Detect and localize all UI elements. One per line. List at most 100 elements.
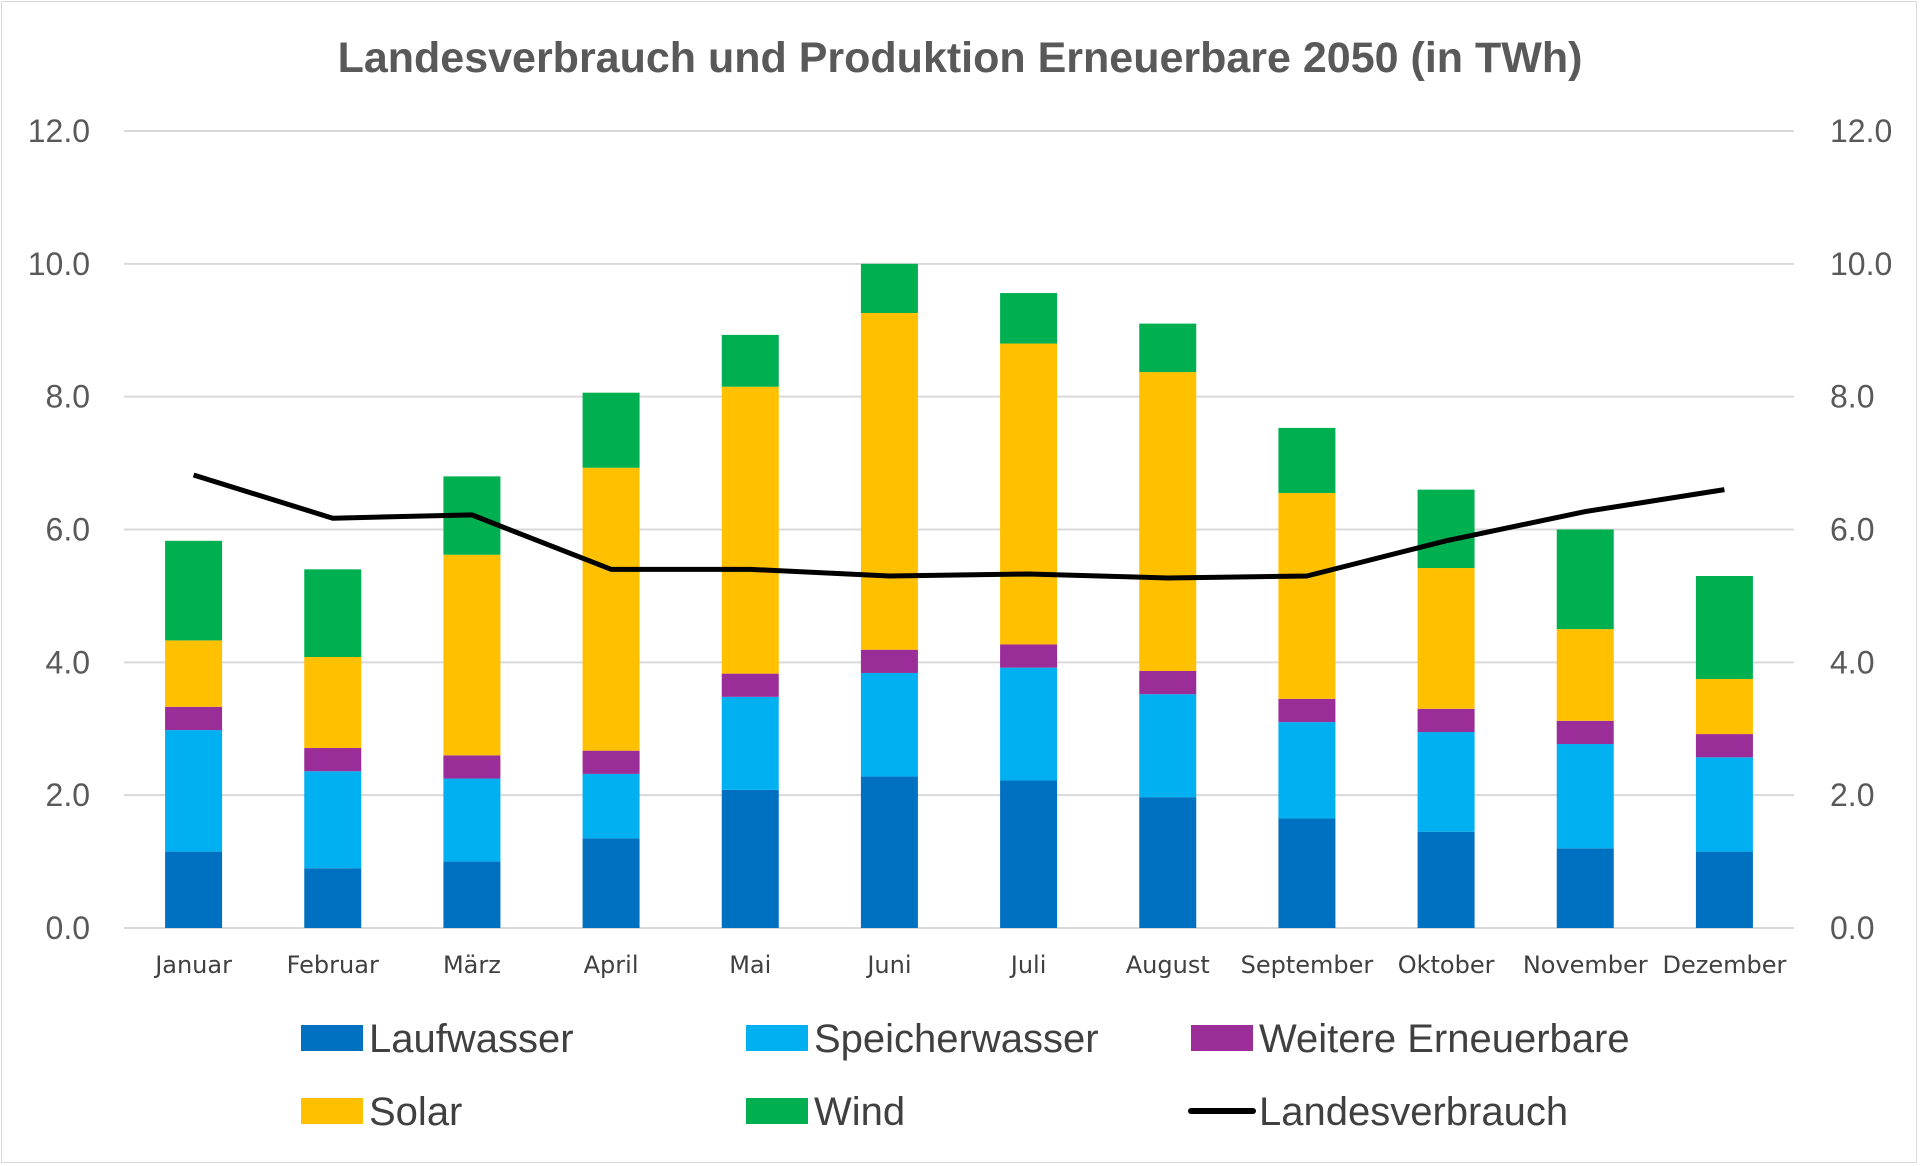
bar-weitere-erneuerbare: [1139, 670, 1197, 695]
x-tick-label: September: [1241, 951, 1374, 979]
bar-solar: [721, 386, 779, 674]
bar-solar: [165, 640, 223, 707]
bar-laufwasser: [860, 776, 918, 928]
bar-speicherwasser: [721, 696, 779, 790]
bar-wind: [304, 569, 362, 658]
y-tick-label-left: 0.0: [46, 910, 90, 946]
legend-swatch-laufwasser: [301, 1025, 363, 1051]
bar-speicherwasser: [304, 771, 362, 869]
x-tick-label: Januar: [153, 951, 232, 979]
y-tick-label-right: 8.0: [1830, 379, 1874, 415]
bar-laufwasser: [1695, 851, 1753, 928]
bar-solar: [1000, 343, 1058, 645]
bar-wind: [1000, 293, 1058, 344]
bar-speicherwasser: [1695, 757, 1753, 852]
legend-label-laufwasser: Laufwasser: [369, 1017, 574, 1061]
y-tick-label-left: 4.0: [46, 644, 90, 680]
bar-laufwasser: [1417, 831, 1475, 928]
legend-swatch-solar: [301, 1098, 363, 1124]
bar-weitere-erneuerbare: [443, 755, 501, 779]
bar-wind: [1556, 529, 1614, 630]
bar-laufwasser: [304, 868, 362, 928]
bar-laufwasser: [165, 851, 223, 928]
bar-weitere-erneuerbare: [1417, 708, 1475, 733]
y-tick-label-right: 2.0: [1830, 777, 1874, 813]
y-tick-label-left: 6.0: [46, 512, 90, 548]
y-tick-label-left: 10.0: [28, 246, 90, 282]
bar-solar: [1139, 372, 1197, 671]
bar-speicherwasser: [1139, 694, 1197, 798]
bar-laufwasser: [1000, 780, 1058, 928]
line-series-group: [192, 472, 1725, 581]
gridlines: [124, 130, 1794, 929]
x-tick-label: August: [1126, 951, 1210, 979]
bar-weitere-erneuerbare: [582, 750, 640, 774]
y-tick-label-left: 8.0: [46, 379, 90, 415]
y-tick-label-right: 4.0: [1830, 644, 1874, 680]
bar-weitere-erneuerbare: [165, 706, 223, 731]
bar-laufwasser: [1556, 848, 1614, 928]
bar-speicherwasser: [443, 778, 501, 862]
y-axis-right: 0.0 2.0 4.0 6.0 8.0 10.0 12.0: [1830, 113, 1892, 946]
bar-solar: [1695, 678, 1753, 735]
bar-speicherwasser: [1000, 667, 1058, 781]
bar-solar: [443, 554, 501, 756]
bar-weitere-erneuerbare: [1556, 720, 1614, 745]
bar-series-group: [165, 263, 1753, 928]
y-tick-label-right: 12.0: [1830, 113, 1892, 149]
bar-solar: [582, 467, 640, 751]
x-tick-label: März: [443, 951, 501, 979]
bar-speicherwasser: [1556, 744, 1614, 849]
bar-speicherwasser: [1417, 732, 1475, 832]
bar-wind: [582, 392, 640, 468]
bar-speicherwasser: [860, 672, 918, 777]
bar-weitere-erneuerbare: [860, 649, 918, 673]
bar-weitere-erneuerbare: [721, 673, 779, 697]
bar-wind: [165, 540, 223, 641]
y-tick-label-right: 6.0: [1830, 512, 1874, 548]
y-tick-label-left: 12.0: [28, 113, 90, 149]
legend-label-weitere-erneuerbare: Weitere Erneuerbare: [1259, 1017, 1630, 1061]
legend-label-solar: Solar: [369, 1090, 462, 1134]
bar-laufwasser: [721, 789, 779, 928]
legend-label-landesverbrauch: Landesverbrauch: [1259, 1090, 1568, 1134]
legend-swatch-weitere-erneuerbare: [1191, 1025, 1253, 1051]
bar-wind: [1695, 575, 1753, 679]
bar-weitere-erneuerbare: [304, 748, 362, 772]
legend-swatch-wind: [746, 1098, 808, 1124]
line-landesverbrauch: [192, 472, 1725, 581]
bar-wind: [1278, 427, 1336, 493]
bar-solar: [1417, 568, 1475, 709]
x-axis: Januar Februar März April Mai Juni Juli August S…: [153, 951, 1786, 979]
x-tick-label: Februar: [287, 951, 379, 979]
bar-wind: [860, 263, 918, 313]
bar-laufwasser: [1139, 797, 1197, 928]
bar-solar: [1278, 492, 1336, 699]
bar-weitere-erneuerbare: [1695, 734, 1753, 758]
bar-wind: [1139, 323, 1197, 373]
bar-solar: [1556, 629, 1614, 721]
x-tick-label: Juli: [1009, 951, 1047, 979]
bar-speicherwasser: [582, 773, 640, 839]
bar-speicherwasser: [1278, 722, 1336, 819]
y-axis-left: 0.0 2.0 4.0 6.0 8.0 10.0 12.0: [28, 113, 90, 946]
legend-swatch-speicherwasser: [746, 1025, 808, 1051]
legend-label-speicherwasser: Speicherwasser: [814, 1017, 1099, 1061]
bar-solar: [304, 657, 362, 749]
bar-laufwasser: [1278, 818, 1336, 928]
y-tick-label-left: 2.0: [46, 777, 90, 813]
bar-laufwasser: [443, 861, 501, 928]
bar-weitere-erneuerbare: [1278, 698, 1336, 723]
bar-speicherwasser: [165, 730, 223, 852]
x-tick-label: November: [1523, 951, 1648, 979]
x-tick-label: Mai: [729, 951, 771, 979]
y-tick-label-right: 10.0: [1830, 246, 1892, 282]
x-tick-label: April: [584, 951, 639, 979]
bar-solar: [860, 312, 918, 650]
bar-wind: [721, 334, 779, 387]
legend: Laufwasser Speicherwasser Weitere Erneuerb…: [301, 1017, 1630, 1134]
x-tick-label: Juni: [865, 951, 911, 979]
chart-title: Landesverbrauch und Produktion Erneuerba…: [338, 34, 1583, 82]
y-tick-label-right: 0.0: [1830, 910, 1874, 946]
